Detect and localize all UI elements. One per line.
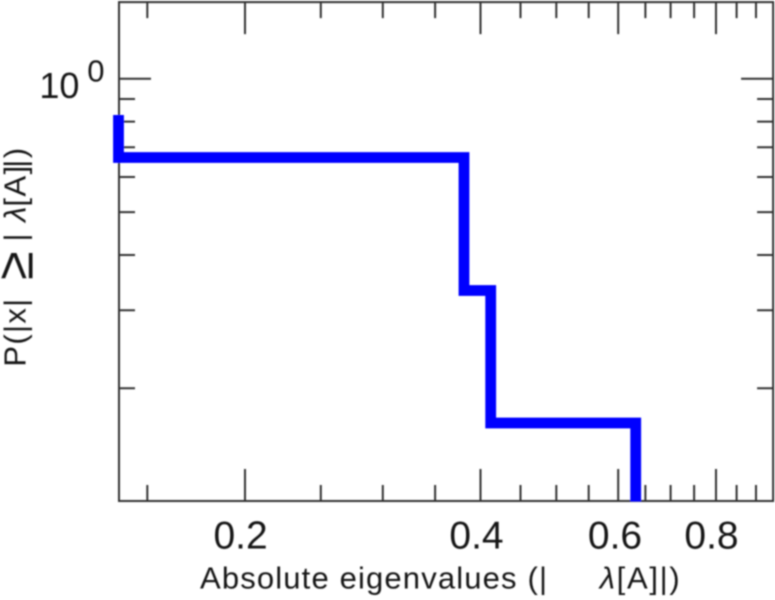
svg-text:0.8: 0.8 xyxy=(684,515,738,558)
svg-text:Absolute eigenvalues (|: Absolute eigenvalues (| xyxy=(200,561,548,596)
svg-text:0.2: 0.2 xyxy=(213,515,267,558)
svg-text:10: 10 xyxy=(39,65,79,106)
svg-text:0: 0 xyxy=(87,54,104,89)
svg-text:λ[A]|): λ[A]|) xyxy=(598,561,682,596)
svg-text:P(|x|≥|λ[A]|): P(|x|≥|λ[A]|) xyxy=(0,146,45,366)
svg-text:0.6: 0.6 xyxy=(588,515,642,558)
svg-text:0.4: 0.4 xyxy=(449,515,503,558)
